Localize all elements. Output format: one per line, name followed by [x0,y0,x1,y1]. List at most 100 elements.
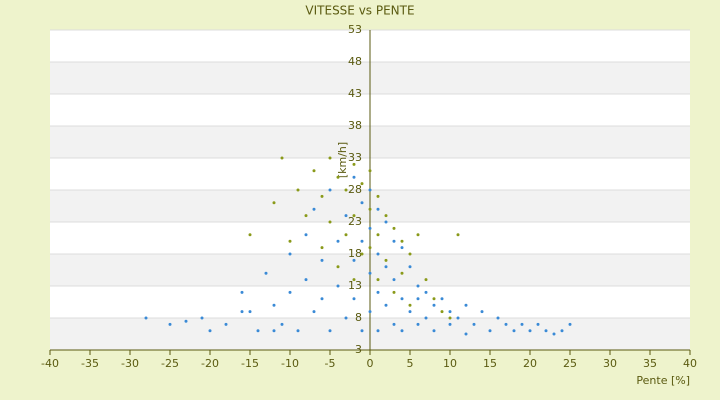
point [560,329,564,333]
x-tick-label: -15 [241,357,259,370]
point [528,329,532,333]
x-tick-label: 5 [407,357,414,370]
point [352,278,356,282]
y-tick-label: 13 [348,279,362,292]
point [304,233,308,237]
x-tick-label: 30 [603,357,617,370]
point [368,207,372,211]
point [408,303,412,307]
point [472,322,476,326]
point [304,278,308,282]
series [248,156,460,320]
point [456,233,460,237]
point [376,194,380,198]
x-tick-label: -30 [121,357,139,370]
point [336,175,340,179]
point [336,265,340,269]
point [360,252,364,256]
point [568,322,572,326]
point [296,188,300,192]
x-tick-label: 35 [643,357,657,370]
point [432,303,436,307]
point [432,329,436,333]
point [240,310,244,314]
point [296,329,300,333]
y-tick-label: 28 [348,183,362,196]
point [456,316,460,320]
point [376,278,380,282]
point [544,329,548,333]
point [360,201,364,205]
point [328,329,332,333]
point [384,265,388,269]
series [144,175,572,336]
point [240,290,244,294]
point [376,252,380,256]
point [288,252,292,256]
point [552,332,556,336]
point [328,188,332,192]
point [256,329,260,333]
point [320,258,324,262]
x-tick-label: -25 [161,357,179,370]
point [504,322,508,326]
point [208,329,212,333]
x-tick-label: 25 [563,357,577,370]
point [440,297,444,301]
point [320,246,324,250]
point [320,297,324,301]
point [352,258,356,262]
x-tick-label: -5 [325,357,336,370]
point [464,303,468,307]
point [376,207,380,211]
point [344,188,348,192]
point [416,322,420,326]
y-tick-label: 18 [348,247,362,260]
point [352,214,356,218]
point [352,175,356,179]
point [272,329,276,333]
x-tick-label: 20 [523,357,537,370]
point [400,239,404,243]
point [200,316,204,320]
point [392,239,396,243]
point [360,239,364,243]
x-axis-title: Pente [%] [636,374,690,387]
y-tick-label: 38 [348,119,362,132]
point [488,329,492,333]
point [224,322,228,326]
point [280,156,284,160]
point [400,246,404,250]
x-tick-label: 40 [683,357,697,370]
point [480,310,484,314]
point [432,297,436,301]
point [520,322,524,326]
point [408,265,412,269]
point [424,316,428,320]
point [392,290,396,294]
point [496,316,500,320]
point [312,169,316,173]
point [368,310,372,314]
point [344,233,348,237]
y-tick-label: 33 [348,151,362,164]
point [328,220,332,224]
point [360,329,364,333]
point [408,252,412,256]
point [376,290,380,294]
x-tick-label: -40 [41,357,59,370]
point [384,214,388,218]
point [248,310,252,314]
point [384,220,388,224]
point [440,310,444,314]
point [448,310,452,314]
y-tick-label: 43 [348,87,362,100]
point [336,284,340,288]
point [272,201,276,205]
point [352,162,356,166]
chart-title: VITESSE vs PENTE [305,4,414,18]
point [144,316,148,320]
point [280,322,284,326]
point [416,233,420,237]
point [448,322,452,326]
